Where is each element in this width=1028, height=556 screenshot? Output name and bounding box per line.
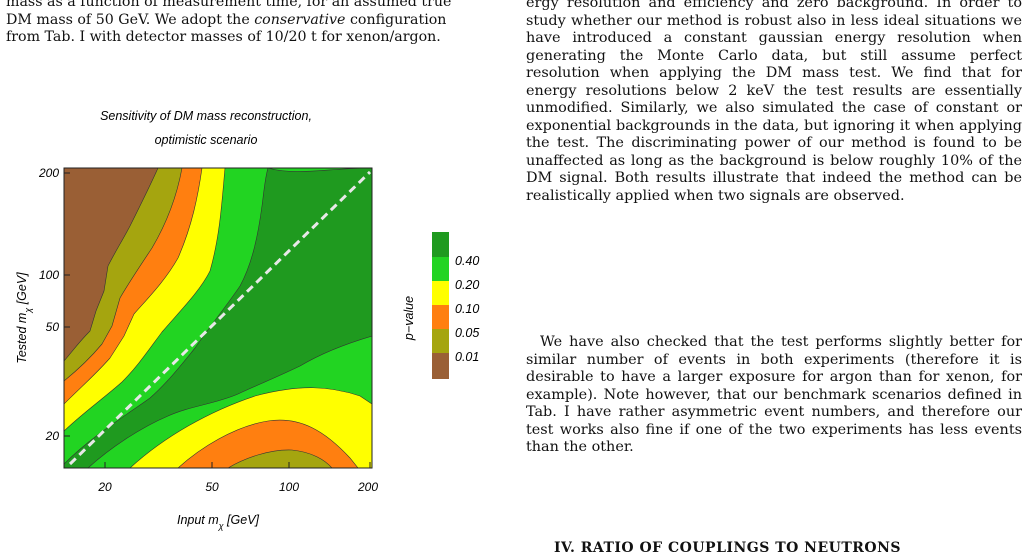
axis-ticks — [64, 172, 371, 468]
figure-caption: mass as a function of measurement time, … — [6, 0, 494, 47]
legend-swatch-6 — [432, 353, 449, 379]
legend-swatch-5 — [432, 329, 449, 353]
figure-title-line-2: optimistic scenario — [155, 133, 258, 147]
y-axis-title: Tested mχ [GeV] — [15, 272, 33, 364]
contour-plot-area — [64, 168, 372, 468]
legend-swatch-1 — [432, 232, 449, 257]
legend-label: 0.20 — [455, 278, 479, 292]
legend-label: 0.05 — [455, 326, 479, 340]
legend-swatch-4 — [432, 305, 449, 329]
legend-swatch-3 — [432, 281, 449, 305]
legend-swatch-2 — [432, 257, 449, 281]
plot-frame — [63, 167, 373, 469]
body-paragraph-2: We have also checked that the test perfo… — [526, 334, 1022, 455]
contour-figure: Sensitivity of DM mass reconstruction, o… — [15, 109, 479, 531]
y-tick-label: 200 — [38, 166, 59, 180]
region-bottom-olive — [227, 449, 333, 468]
caption-line-2: DM mass of 50 GeV. We adopt the conserva… — [6, 12, 494, 30]
right-column: ergy resolution and efficiency and zero … — [526, 0, 1022, 556]
caption-line-2-text: DM mass of 50 GeV. We adopt the — [6, 11, 255, 28]
left-column: mass as a function of measurement time, … — [0, 0, 500, 556]
y-tick-label: 20 — [45, 429, 60, 443]
caption-line-3: from Tab. I with detector masses of 10/2… — [6, 29, 441, 46]
legend-label: 0.01 — [455, 350, 479, 364]
x-tick-label: 20 — [97, 480, 112, 494]
section-heading: IV. RATIO OF COUPLINGS TO NEUTRONS — [554, 540, 902, 556]
caption-line-2-tail: configuration — [345, 11, 447, 28]
legend-title: p−value — [402, 296, 416, 341]
caption-emphasis: conservative — [254, 11, 346, 28]
diagonal-reference-line — [68, 170, 372, 466]
y-tick-label: 100 — [39, 268, 59, 282]
y-tick-label: 50 — [46, 320, 60, 334]
legend-label: 0.10 — [455, 302, 479, 316]
x-tick-label: 50 — [205, 480, 219, 494]
caption-line-1: mass as a function of measurement time, … — [6, 0, 452, 10]
body-paragraph-1: ergy resolution and efficiency and zero … — [526, 0, 1022, 204]
x-tick-label: 200 — [357, 480, 378, 494]
legend-label: 0.40 — [455, 254, 479, 268]
figure-title-line-1: Sensitivity of DM mass reconstruction, — [100, 109, 312, 123]
x-axis-title: Input mχ [GeV] — [177, 513, 260, 531]
x-tick-label: 100 — [279, 480, 299, 494]
legend: p−value 0.40 0.20 0.10 0.05 0.01 — [402, 232, 479, 379]
